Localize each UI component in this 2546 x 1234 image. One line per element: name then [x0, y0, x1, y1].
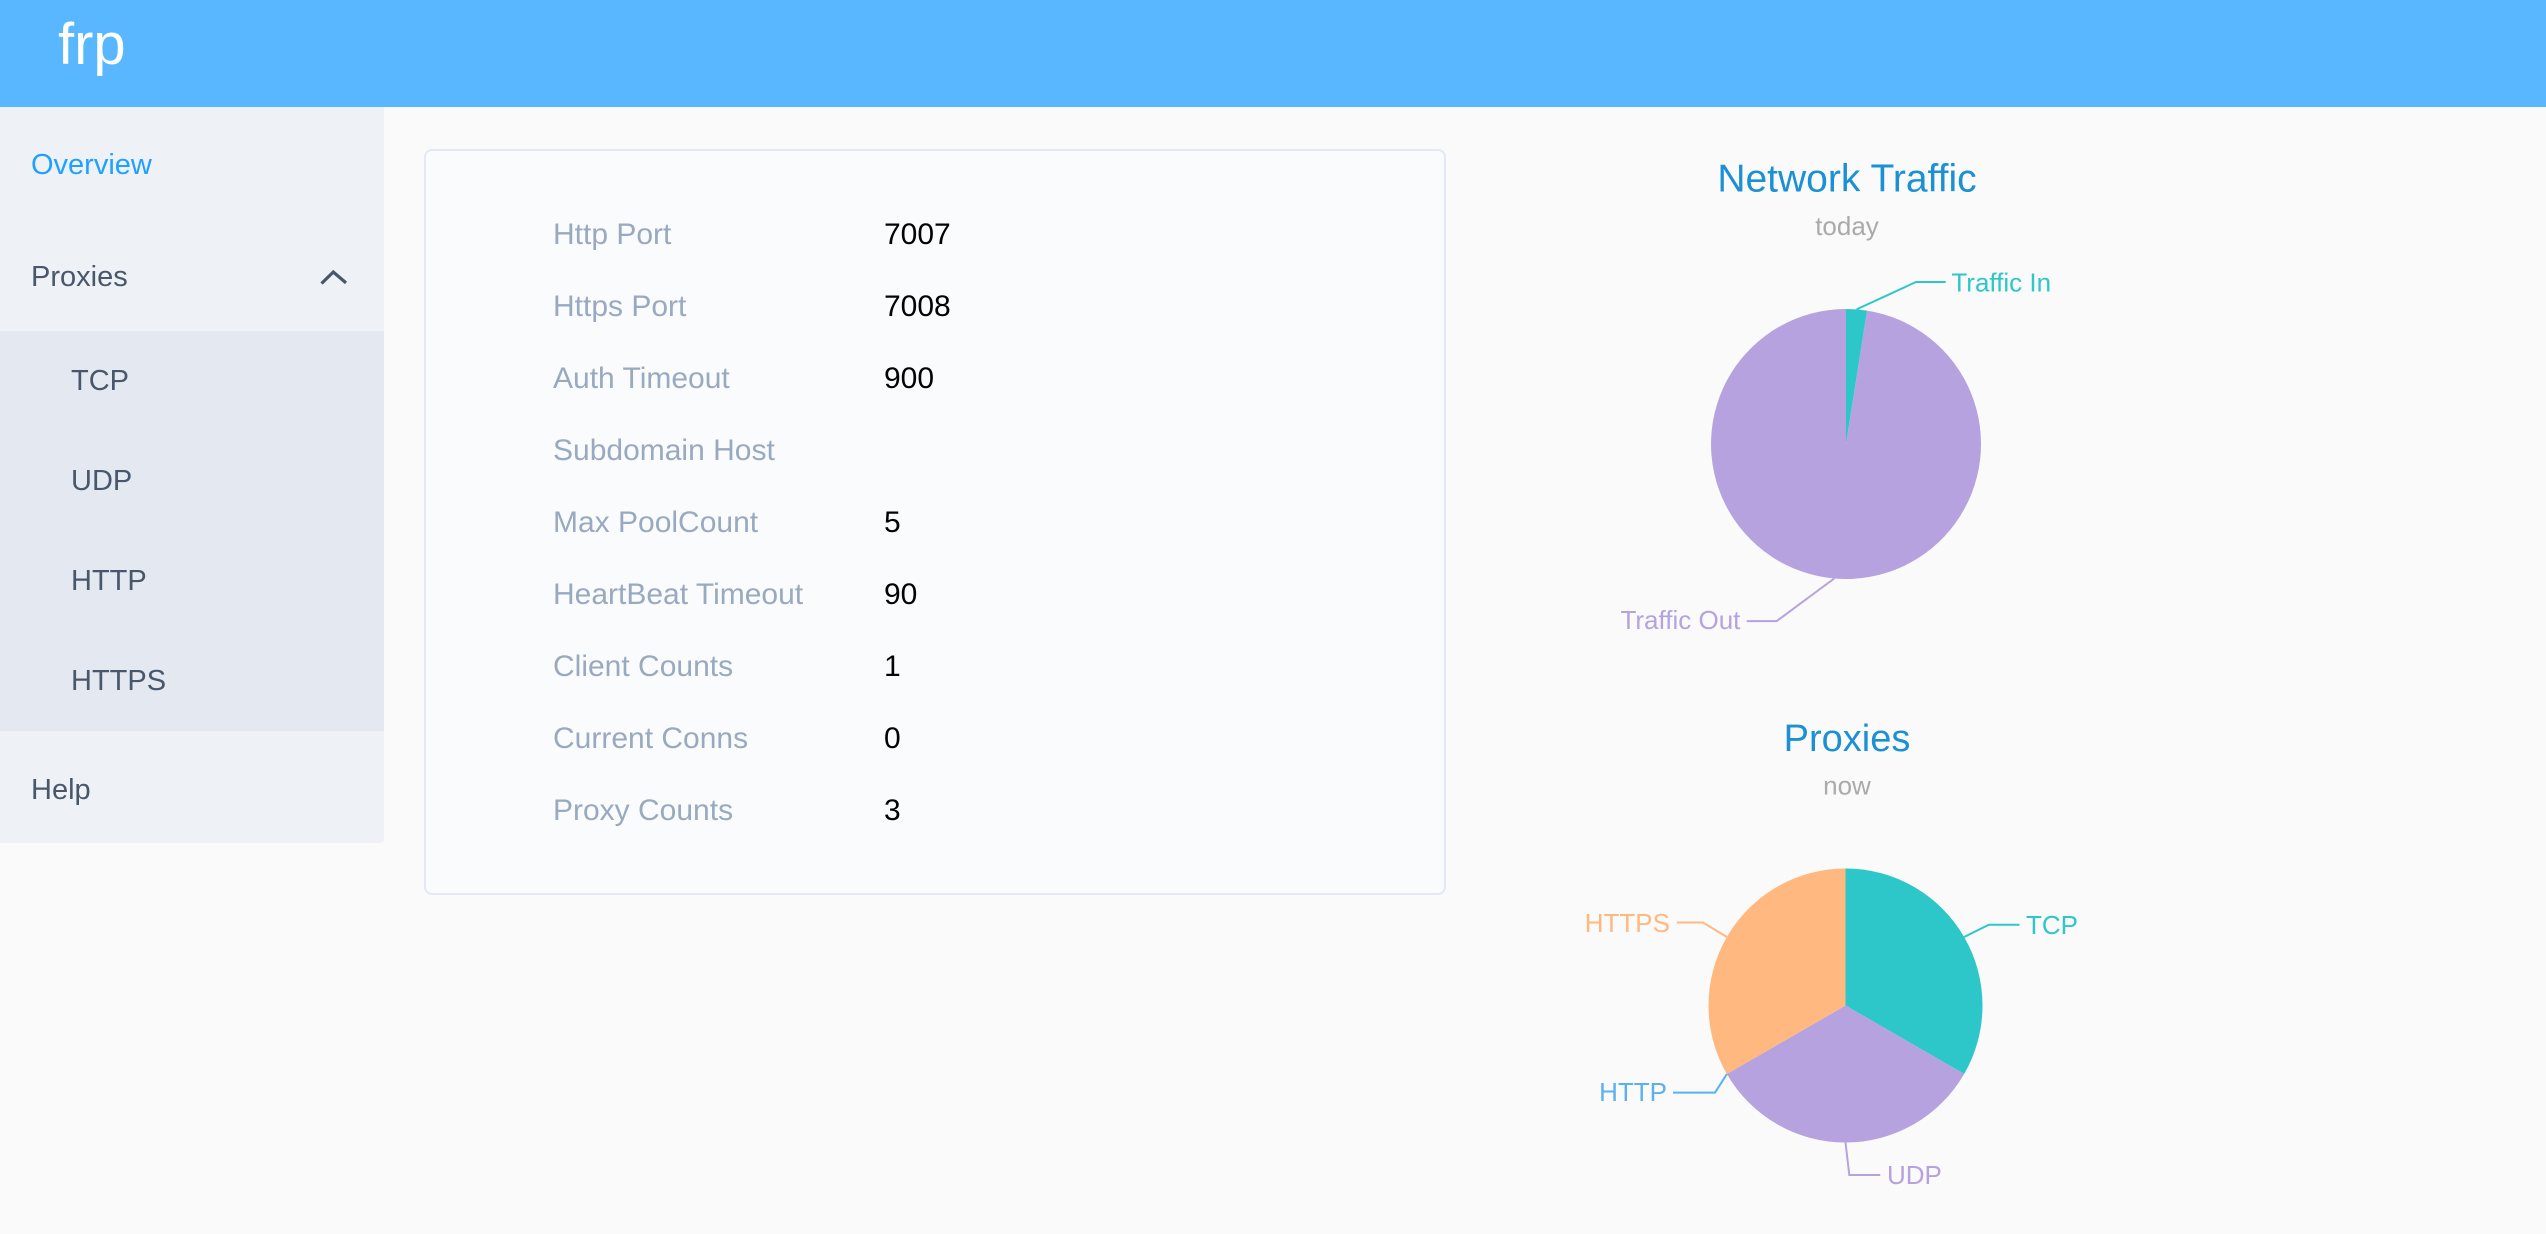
svg-text:Traffic In: Traffic In: [1951, 268, 2051, 298]
svg-text:UDP: UDP: [1887, 1160, 1942, 1190]
svg-text:today: today: [1815, 211, 1879, 241]
svg-text:Proxies: Proxies: [1784, 718, 1911, 760]
svg-text:now: now: [1823, 771, 1871, 801]
svg-text:HTTPS: HTTPS: [1585, 908, 1670, 938]
svg-text:HTTP: HTTP: [1599, 1077, 1667, 1107]
svg-text:TCP: TCP: [2026, 910, 2078, 940]
svg-text:Traffic Out: Traffic Out: [1620, 605, 1741, 635]
svg-text:Network Traffic: Network Traffic: [1717, 158, 1976, 201]
